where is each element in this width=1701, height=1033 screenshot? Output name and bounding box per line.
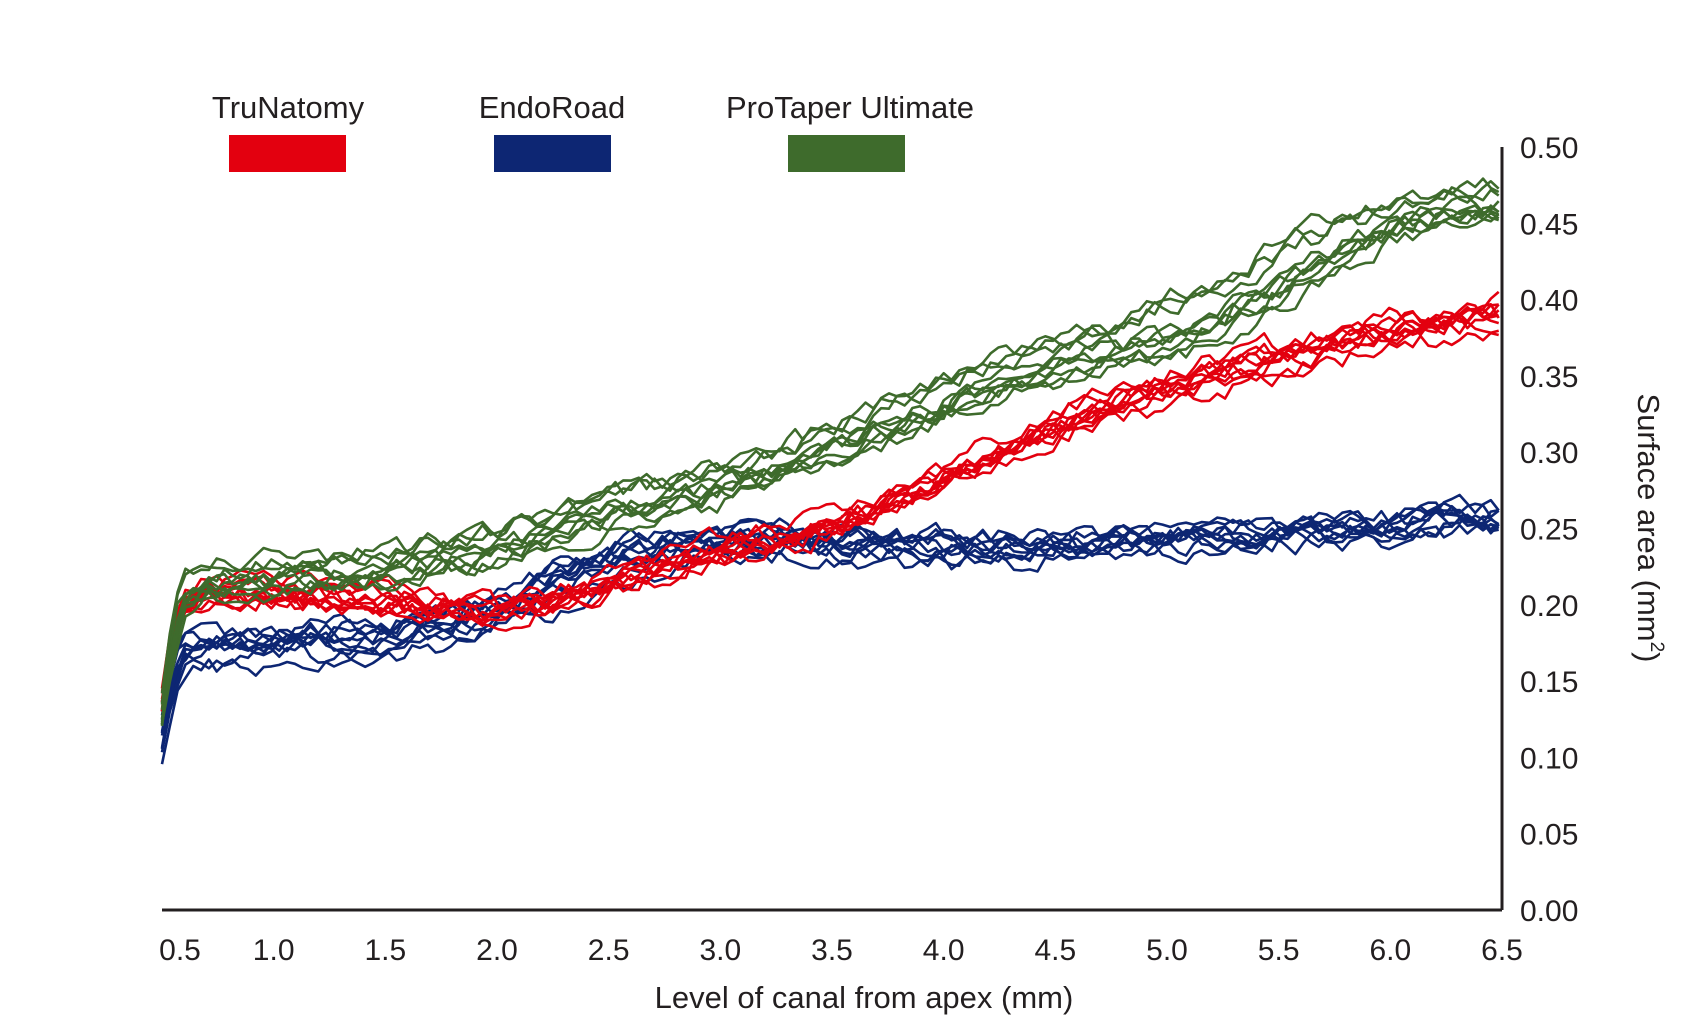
legend-label-endoroad: EndoRoad	[479, 90, 626, 125]
x-tick-label: 2.0	[476, 934, 518, 967]
x-tick-labels: 0.5 1.0 1.5 2.0 2.5 3.0 3.5 4.0 4.5 5.0 5.5 6.0 6.5	[159, 934, 1523, 967]
x-tick-label: 5.0	[1146, 934, 1188, 967]
x-tick-label: 3.5	[811, 934, 853, 967]
legend-swatch-trunatomy	[229, 135, 346, 172]
y-tick-label: 0.25	[1520, 514, 1578, 547]
legend: TruNatomy EndoRoad ProTaper Ultimate	[212, 90, 974, 172]
y-axis-title-close: )	[1631, 652, 1666, 662]
series-line-trunatomy	[160, 303, 1500, 692]
y-tick-label: 0.05	[1520, 819, 1578, 852]
x-tick-label: 6.0	[1369, 934, 1411, 967]
y-axis-title-superscript: 2	[1646, 642, 1667, 653]
x-axis-title: Level of canal from apex (mm)	[655, 980, 1074, 1015]
legend-item-trunatomy: TruNatomy	[212, 90, 365, 172]
series-line-protaper-ultimate	[160, 180, 1500, 694]
y-tick-label: 0.50	[1520, 132, 1578, 165]
y-tick-label: 0.15	[1520, 666, 1578, 699]
series-line-endoroad	[160, 521, 1500, 765]
series-line-endoroad	[160, 510, 1500, 750]
y-tick-label: 0.30	[1520, 437, 1578, 470]
x-tick-label: 0.5	[159, 934, 201, 967]
series-group-trunatomy	[160, 290, 1500, 712]
plot-lines	[160, 177, 1500, 765]
y-tick-label: 0.45	[1520, 208, 1578, 241]
series-line-protaper-ultimate	[160, 212, 1500, 727]
y-tick-label: 0.35	[1520, 361, 1578, 394]
x-tick-label: 3.0	[699, 934, 741, 967]
x-tick-label: 2.5	[588, 934, 630, 967]
legend-item-protaper-ultimate: ProTaper Ultimate	[726, 90, 974, 172]
series-line-endoroad	[160, 501, 1500, 736]
series-group-protaper-ultimate	[160, 177, 1500, 727]
series-line-protaper-ultimate	[160, 186, 1500, 705]
x-tick-label: 5.5	[1258, 934, 1300, 967]
series-line-trunatomy	[160, 331, 1500, 700]
x-tick-label: 1.0	[253, 934, 295, 967]
x-tick-label: 1.5	[364, 934, 406, 967]
series-line-endoroad	[160, 514, 1499, 753]
y-tick-labels: 0.00 0.05 0.10 0.15 0.20 0.25 0.30 0.35 0.40 0.45…	[1520, 132, 1578, 928]
y-tick-label: 0.10	[1520, 742, 1578, 775]
y-axis-title: Surface area (mm2)	[1631, 394, 1667, 663]
series-line-protaper-ultimate	[160, 204, 1500, 726]
legend-swatch-protaper-ultimate	[788, 135, 905, 172]
x-tick-label: 6.5	[1481, 934, 1523, 967]
legend-label-trunatomy: TruNatomy	[212, 90, 365, 125]
legend-item-endoroad: EndoRoad	[479, 90, 626, 172]
series-line-trunatomy	[160, 303, 1499, 711]
y-tick-label: 0.40	[1520, 285, 1578, 318]
y-tick-label: 0.00	[1520, 895, 1578, 928]
series-line-protaper-ultimate	[160, 211, 1500, 720]
series-line-trunatomy	[160, 302, 1500, 702]
y-axis-title-text: Surface area (mm	[1631, 394, 1666, 642]
legend-swatch-endoroad	[494, 135, 611, 172]
legend-label-protaper-ultimate: ProTaper Ultimate	[726, 90, 974, 125]
series-line-endoroad	[160, 513, 1500, 734]
series-line-trunatomy	[160, 290, 1500, 703]
x-tick-label: 4.0	[923, 934, 965, 967]
y-tick-label: 0.20	[1520, 590, 1578, 623]
x-tick-label: 4.5	[1034, 934, 1076, 967]
